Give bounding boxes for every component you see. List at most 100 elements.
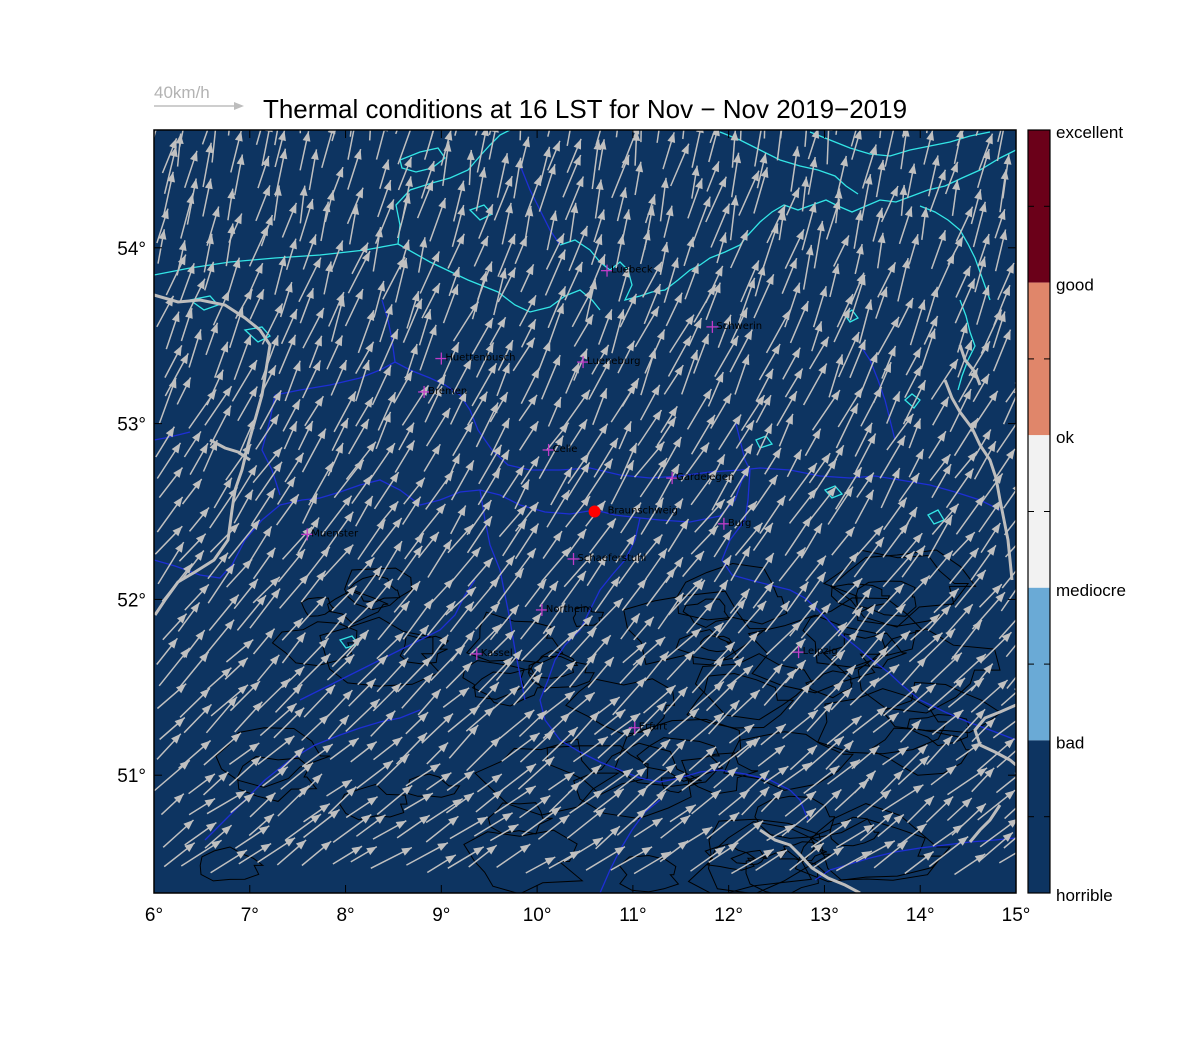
wind-arrow — [728, 723, 755, 744]
wind-arrow — [372, 682, 402, 712]
wind-arrow — [355, 341, 375, 374]
terrain-contour — [614, 718, 742, 787]
wind-arrow — [512, 337, 536, 372]
wind-arrow — [404, 343, 418, 381]
wind-arrow — [1005, 643, 1016, 658]
wind-arrow — [788, 682, 812, 710]
wind-arrow — [784, 659, 807, 684]
wind-arrow — [660, 814, 691, 839]
wind-arrow — [801, 202, 817, 251]
wind-arrow — [811, 389, 841, 431]
wind-arrow — [301, 360, 322, 399]
wind-arrow — [716, 232, 727, 264]
wind-arrow — [547, 629, 578, 658]
wind-arrow — [159, 716, 186, 741]
wind-arrow — [177, 601, 201, 632]
wind-arrow — [610, 459, 635, 505]
wind-arrow — [279, 573, 310, 609]
wind-arrow — [977, 233, 990, 267]
wind-arrow — [518, 420, 539, 451]
wind-arrow — [370, 517, 403, 558]
wind-arrow — [880, 769, 904, 794]
wind-arrow — [238, 842, 272, 865]
wind-arrow — [928, 430, 947, 459]
wind-arrow — [904, 850, 935, 875]
wind-arrow — [680, 442, 710, 482]
wind-arrow — [262, 766, 289, 787]
wind-arrow — [690, 414, 716, 455]
wind-vectors — [154, 130, 1016, 876]
wind-arrow — [705, 176, 727, 223]
wind-arrow — [951, 179, 961, 217]
wind-arrow — [970, 679, 1009, 713]
wind-arrow — [350, 741, 378, 763]
wind-arrow — [861, 173, 873, 220]
wind-arrow — [730, 307, 749, 343]
terrain-contour — [700, 634, 733, 653]
wind-arrow — [955, 265, 972, 298]
wind-arrow — [759, 495, 786, 535]
wind-arrow — [622, 641, 647, 664]
wind-arrow — [209, 522, 240, 553]
city-label: Braunschweig — [608, 506, 678, 517]
wind-arrow — [274, 130, 286, 168]
wind-arrow — [785, 187, 800, 216]
wind-arrow — [925, 130, 928, 134]
wind-arrow — [901, 656, 927, 686]
wind-arrow — [165, 311, 180, 350]
wind-arrow — [303, 802, 331, 823]
wind-arrow — [668, 707, 700, 735]
wind-arrow — [521, 806, 562, 837]
wind-arrow — [946, 603, 974, 634]
wind-arrow — [978, 831, 1014, 862]
wind-arrow — [236, 594, 267, 631]
terrain-contour — [463, 829, 584, 893]
wind-arrow — [212, 290, 230, 326]
wind-arrow — [421, 282, 441, 319]
wind-arrow — [416, 180, 434, 219]
wind-arrow — [593, 209, 605, 243]
terrain-contour — [694, 653, 814, 721]
wind-arrow — [158, 647, 191, 687]
wind-arrow — [377, 391, 397, 431]
wind-arrow — [323, 544, 354, 578]
wind-arrow — [708, 842, 739, 864]
wind-arrow — [233, 578, 259, 610]
wind-arrow — [833, 235, 850, 267]
wind-arrow — [992, 311, 1006, 349]
wind-arrow — [494, 785, 537, 814]
wind-arrow — [977, 789, 1016, 821]
wind-arrow — [488, 629, 516, 657]
wind-arrow — [566, 807, 606, 839]
wind-arrow — [999, 169, 1009, 213]
wind-arrow — [496, 843, 531, 869]
wind-arrow — [897, 297, 914, 328]
wind-arrow — [736, 736, 761, 758]
wind-arrow — [760, 723, 787, 746]
wind-arrow — [981, 631, 1013, 662]
wind-arrow — [855, 840, 896, 863]
wind-arrow — [213, 477, 233, 509]
wind-arrow — [690, 845, 726, 872]
wind-arrow — [225, 639, 254, 663]
wind-arrow — [835, 403, 859, 449]
wind-arrow — [183, 150, 198, 189]
wind-arrow — [610, 712, 641, 736]
city-marker: Burg — [717, 517, 751, 530]
wind-arrow — [786, 449, 803, 478]
wind-arrow — [854, 433, 877, 473]
wind-arrow — [332, 813, 372, 844]
wind-arrow — [835, 850, 873, 872]
wind-arrow — [827, 486, 854, 525]
wind-arrow — [875, 603, 906, 634]
wind-arrow — [729, 588, 751, 614]
wind-arrow — [693, 284, 717, 323]
wind-arrow — [470, 576, 500, 612]
wind-arrow — [707, 371, 724, 407]
wind-arrow — [825, 740, 854, 770]
terrain-contour — [618, 854, 680, 893]
wind-arrow — [690, 525, 719, 555]
wind-arrow — [519, 136, 530, 169]
wind-arrow — [730, 130, 739, 168]
wind-arrow — [376, 631, 405, 660]
